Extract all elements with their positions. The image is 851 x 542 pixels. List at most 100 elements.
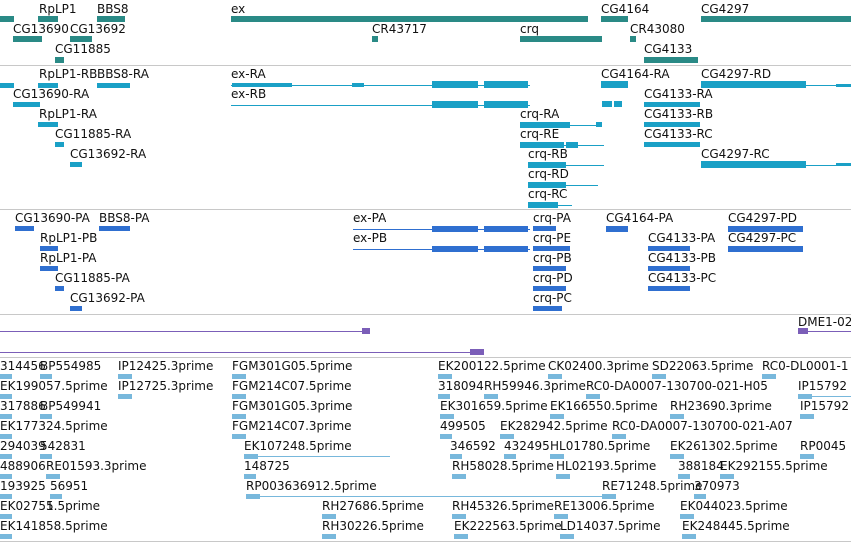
feature-bar[interactable] — [372, 36, 378, 42]
feature-bar[interactable] — [644, 122, 700, 127]
feature-bar[interactable] — [322, 514, 336, 519]
feature-bar[interactable] — [246, 494, 260, 499]
feature-bar[interactable] — [728, 246, 803, 252]
feature-label[interactable]: 294039 — [0, 439, 46, 453]
feature-bar[interactable] — [232, 374, 246, 379]
feature-bar[interactable] — [602, 101, 612, 107]
feature-bar[interactable] — [701, 16, 851, 22]
feature-bar[interactable] — [533, 246, 570, 251]
feature-bar[interactable] — [232, 414, 246, 419]
feature-label[interactable]: 542831 — [40, 439, 86, 453]
feature-bar[interactable] — [560, 534, 574, 539]
feature-label[interactable]: HL02193.5prime — [556, 459, 657, 473]
feature-bar[interactable] — [40, 246, 58, 251]
feature-label[interactable]: BBS8-RA — [97, 67, 149, 81]
feature-label[interactable]: ex-PB — [353, 231, 388, 245]
feature-bar[interactable] — [118, 394, 132, 399]
feature-bar[interactable] — [0, 474, 12, 479]
feature-label[interactable]: CG13692-PA — [70, 291, 145, 305]
feature-bar[interactable] — [614, 101, 622, 107]
feature-label[interactable]: RpLP1 — [39, 2, 77, 16]
feature-label[interactable]: CG4297-PD — [728, 211, 798, 225]
feature-bar[interactable] — [452, 514, 466, 519]
feature-bar[interactable] — [232, 83, 292, 87]
feature-label[interactable]: EK02755 — [0, 499, 54, 513]
feature-bar[interactable] — [836, 163, 851, 166]
feature-label[interactable]: crq-RC — [528, 187, 568, 201]
feature-bar[interactable] — [528, 162, 566, 168]
feature-bar[interactable] — [432, 101, 478, 108]
feature-label[interactable]: IP12725.3prime — [118, 379, 214, 393]
feature-bar[interactable] — [0, 374, 12, 379]
feature-bar[interactable] — [566, 142, 578, 148]
feature-bar[interactable] — [670, 454, 684, 459]
feature-bar[interactable] — [40, 414, 52, 419]
feature-label[interactable]: ex-PA — [353, 211, 387, 225]
feature-label[interactable]: crq-PD — [533, 271, 573, 285]
feature-bar[interactable] — [55, 142, 64, 147]
feature-bar[interactable] — [556, 474, 570, 479]
feature-bar[interactable] — [118, 374, 132, 379]
feature-label[interactable]: CK02400.3prime — [548, 359, 649, 373]
feature-label[interactable]: RP003636912.5prime — [246, 479, 377, 493]
feature-bar[interactable] — [97, 83, 130, 88]
feature-label[interactable]: LD14037.5prime — [560, 519, 661, 533]
feature-label[interactable]: EK141858.5prime — [0, 519, 108, 533]
feature-label[interactable]: CR43080 — [630, 22, 685, 36]
feature-bar[interactable] — [648, 286, 690, 291]
feature-bar[interactable] — [596, 122, 602, 127]
feature-label[interactable]: RE13006.5prime — [554, 499, 655, 513]
feature-bar[interactable] — [630, 36, 636, 42]
feature-label[interactable]: 317886 — [0, 399, 46, 413]
feature-label[interactable]: EK292155.5prime — [720, 459, 828, 473]
feature-label[interactable]: RC0-DA0007-130700-021-A07 — [612, 419, 793, 433]
feature-bar[interactable] — [70, 306, 82, 311]
feature-label[interactable]: CG4297 — [701, 2, 750, 16]
feature-bar[interactable] — [232, 434, 246, 439]
feature-label[interactable]: 432495 — [504, 439, 550, 453]
feature-label[interactable]: SD22063.5prime — [652, 359, 754, 373]
feature-bar[interactable] — [648, 266, 690, 271]
feature-bar[interactable] — [484, 101, 528, 108]
feature-label[interactable]: RpLP1-PA — [40, 251, 97, 265]
feature-bar[interactable] — [678, 474, 690, 479]
feature-bar[interactable] — [450, 454, 462, 459]
feature-label[interactable]: RE01593.3prime — [46, 459, 147, 473]
feature-bar[interactable] — [452, 474, 466, 479]
feature-bar[interactable] — [244, 474, 256, 479]
feature-label[interactable]: 56951 — [50, 479, 89, 493]
feature-label[interactable]: CG4133-RC — [644, 127, 713, 141]
feature-bar[interactable] — [504, 454, 516, 459]
feature-label[interactable]: CG11885-PA — [55, 271, 130, 285]
feature-bar[interactable] — [70, 162, 82, 167]
feature-bar[interactable] — [644, 142, 700, 147]
feature-label[interactable]: RH45326.5prime — [452, 499, 554, 513]
feature-label[interactable]: 193925 — [0, 479, 46, 493]
feature-bar[interactable] — [0, 83, 14, 88]
feature-bar[interactable] — [432, 246, 478, 252]
feature-label[interactable]: crq-RB — [528, 147, 568, 161]
feature-bar[interactable] — [798, 328, 808, 334]
feature-bar[interactable] — [15, 226, 34, 231]
feature-label[interactable]: CG13692 — [70, 22, 126, 36]
feature-label[interactable]: DME1-02 — [798, 315, 851, 329]
feature-bar[interactable] — [0, 394, 12, 399]
feature-bar[interactable] — [601, 81, 628, 88]
feature-bar[interactable] — [520, 122, 570, 128]
feature-label[interactable]: IP12425.3prime — [118, 359, 214, 373]
feature-label[interactable]: RP0045 — [800, 439, 847, 453]
feature-label[interactable]: CG4297-RD — [701, 67, 772, 81]
feature-bar[interactable] — [484, 81, 528, 88]
feature-label[interactable]: ex-RA — [231, 67, 266, 81]
feature-label[interactable]: crq-RD — [528, 167, 569, 181]
feature-bar[interactable] — [533, 266, 566, 271]
feature-bar[interactable] — [40, 374, 52, 379]
feature-bar[interactable] — [38, 122, 58, 127]
feature-label[interactable]: EK248445.5prime — [682, 519, 790, 533]
feature-label[interactable]: FGM301G05.5prime — [232, 359, 353, 373]
feature-label[interactable]: CG11885 — [55, 42, 111, 56]
feature-bar[interactable] — [644, 102, 700, 107]
feature-bar[interactable] — [533, 226, 556, 231]
feature-label[interactable]: CG4164 — [601, 2, 650, 16]
feature-label[interactable]: crq-PA — [533, 211, 571, 225]
